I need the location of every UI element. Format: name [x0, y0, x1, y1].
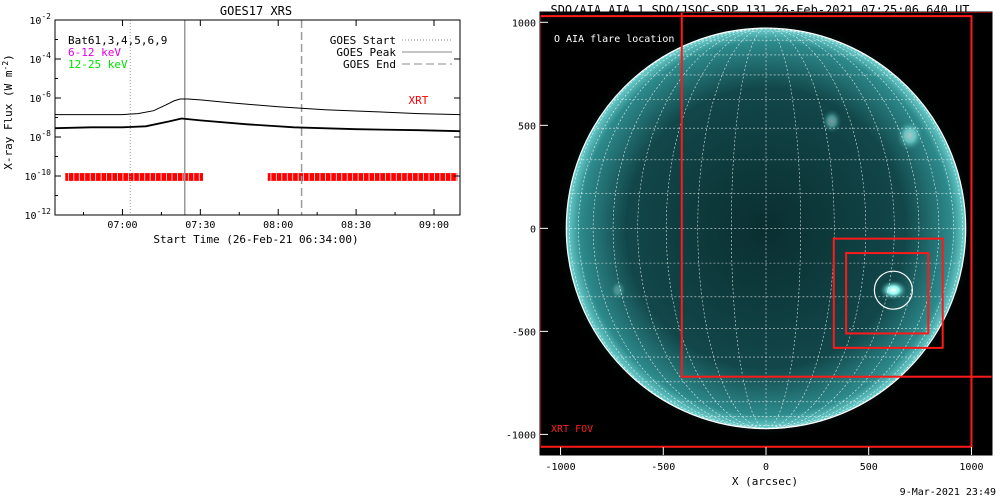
flare-location-marker [873, 270, 913, 310]
longitude-line [765, 27, 954, 429]
y-tick-label: -500 [512, 327, 536, 338]
aia-plot-area: O AIA flare location XRT FOV [540, 12, 992, 455]
longitude-line [765, 27, 835, 429]
y-tick-label-exp: -4 [41, 51, 51, 60]
x-tick-label: 09:00 [419, 220, 449, 231]
xrt-coverage-bar [267, 173, 458, 181]
legend-right-entry: GOES Start [330, 34, 396, 47]
longitude-line [612, 27, 767, 429]
aia-image-chart: SDO/AIA AIA_1 SDO/JSOC-SDP 131 26-Feb-20… [506, 3, 993, 488]
xrt-label: XRT [408, 94, 428, 107]
y-tick-label-base: 10 [25, 211, 37, 222]
xrt-fov-box [832, 237, 944, 349]
x-tick-label: 500 [860, 462, 878, 473]
y-tick-label-exp: -2 [41, 12, 51, 21]
y-tick-label-base: 10 [29, 133, 41, 144]
longitude-line [592, 27, 767, 429]
goes-y-axis-label-sup: -2 [1, 61, 10, 71]
y-tick-label-base: 10 [29, 55, 41, 66]
y-tick-label: 0 [530, 224, 536, 235]
x-tick-label: 0 [763, 462, 769, 473]
goes-series-1 [55, 98, 461, 116]
goes-xrs-chart: GOES17 XRS XRT 10-210-410-610-810-1010-1… [1, 4, 461, 246]
y-tick-label: 1000 [512, 18, 536, 29]
xrt-fov-label: XRT FOV [551, 424, 593, 435]
longitude-line [731, 27, 767, 429]
y-tick-label: 10-4 [29, 51, 51, 66]
goes-y-axis-label: X-ray Flux (W m-2) [1, 54, 15, 170]
x-tick-label: 08:30 [341, 220, 371, 231]
longitude-line [665, 27, 767, 429]
y-tick-label: 10-2 [29, 12, 51, 27]
flare-bright-region [879, 280, 908, 301]
y-tick-label: -1000 [506, 430, 536, 441]
legend-right-entry: GOES Peak [336, 46, 396, 59]
goes-y-axis-label-close: ) [2, 54, 15, 61]
generated-timestamp: 9-Mar-2021 23:49 [899, 487, 996, 498]
aia-x-axis-label: X (arcsec) [732, 475, 798, 488]
x-tick-label: 08:00 [263, 220, 293, 231]
longitude-line [765, 27, 801, 429]
longitude-line [765, 27, 867, 429]
goes-y-axis-label-main: X-ray Flux (W m [2, 70, 15, 170]
y-tick-label: 10-8 [29, 129, 51, 144]
goes-series-2 [54, 117, 461, 133]
aia-axes: -1000 -500 0 500 1000 1000 500 0 -500 -1000 [506, 11, 993, 473]
x-tick-label: -500 [651, 462, 675, 473]
y-tick-label: 500 [518, 121, 536, 132]
x-tick-label: 07:30 [185, 220, 215, 231]
active-region [610, 280, 627, 301]
y-tick-label-base: 10 [25, 172, 37, 183]
y-tick-label-base: 10 [29, 16, 41, 27]
y-tick-label-base: 10 [29, 94, 41, 105]
y-tick-label: 10-12 [25, 207, 52, 222]
longitude-line [637, 27, 767, 429]
x-tick-label: 1000 [959, 462, 983, 473]
longitude-line [697, 27, 767, 429]
active-region [895, 119, 924, 152]
goes-x-axis-label: Start Time (26-Feb-21 06:34:00) [153, 233, 358, 246]
legend-left-entry: Bat61,3,4,5,6,9 [68, 34, 167, 47]
aia-image-layer: O AIA flare location XRT FOV [540, 12, 992, 455]
y-tick-label: 10-10 [25, 168, 52, 183]
y-tick-label-exp: -6 [41, 90, 51, 99]
aia-legend: O AIA flare location [554, 34, 674, 45]
goes-chart-title: GOES17 XRS [220, 4, 292, 18]
y-tick-label-exp: -10 [37, 168, 52, 177]
xrt-fov-box [540, 15, 973, 448]
y-tick-label-exp: -12 [37, 207, 52, 216]
xrt-fov-box [680, 12, 992, 378]
goes-plot-area: XRT [54, 20, 461, 215]
longitude-line [765, 27, 940, 429]
y-tick-label: 10-6 [29, 90, 51, 105]
heliographic-grid [566, 27, 966, 429]
x-tick-label: -1000 [545, 462, 575, 473]
legend-left-entry: 12-25 keV [68, 58, 128, 71]
longitude-line [765, 27, 895, 429]
xrt-fov-box [845, 252, 930, 335]
legend-left-entry: 6-12 keV [68, 46, 121, 59]
longitude-line [578, 27, 767, 429]
longitude-line [765, 27, 920, 429]
solar-limb [565, 27, 967, 430]
y-tick-label-exp: -8 [41, 129, 51, 138]
legend-right-entry: GOES End [343, 58, 396, 71]
active-region [821, 109, 842, 134]
x-tick-label: 07:00 [107, 220, 137, 231]
